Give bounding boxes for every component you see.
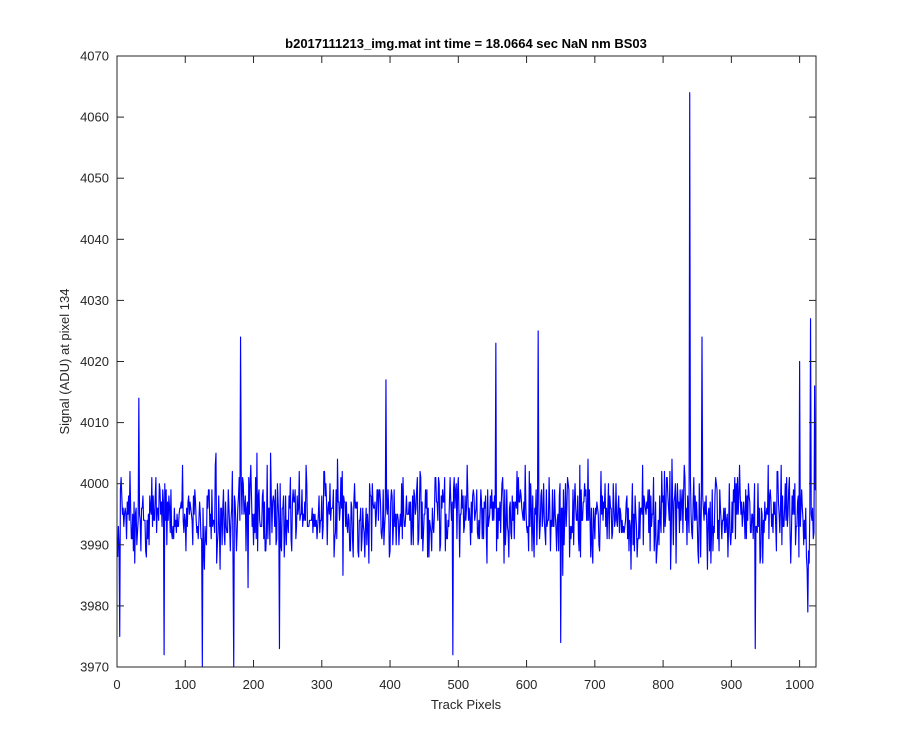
y-tick-label: 4040	[80, 232, 109, 247]
x-tick-label: 0	[113, 677, 120, 692]
y-tick-label: 4060	[80, 110, 109, 125]
y-tick-label: 4050	[80, 171, 109, 186]
y-tick-label: 3990	[80, 537, 109, 552]
x-tick-label: 300	[311, 677, 333, 692]
y-tick-label: 4000	[80, 476, 109, 491]
y-axis-label: Signal (ADU) at pixel 134	[57, 289, 72, 435]
y-tick-label: 4030	[80, 293, 109, 308]
y-tick-label: 4010	[80, 415, 109, 430]
y-tick-label: 4070	[80, 49, 109, 64]
chart-title: b2017111213_img.mat int time = 18.0664 s…	[285, 36, 647, 51]
x-tick-label: 500	[447, 677, 469, 692]
x-tick-label: 600	[516, 677, 538, 692]
y-tick-label: 3980	[80, 598, 109, 613]
plot-area	[117, 56, 816, 667]
signal-line-series	[117, 92, 816, 667]
x-tick-label: 900	[721, 677, 743, 692]
x-tick-label: 400	[379, 677, 401, 692]
y-tick-label: 4020	[80, 354, 109, 369]
x-tick-label: 1000	[785, 677, 814, 692]
x-tick-label: 700	[584, 677, 606, 692]
x-tick-label: 800	[652, 677, 674, 692]
x-tick-label: 200	[243, 677, 265, 692]
x-tick-label: 100	[174, 677, 196, 692]
y-tick-label: 3970	[80, 660, 109, 675]
x-axis-label: Track Pixels	[431, 697, 502, 712]
